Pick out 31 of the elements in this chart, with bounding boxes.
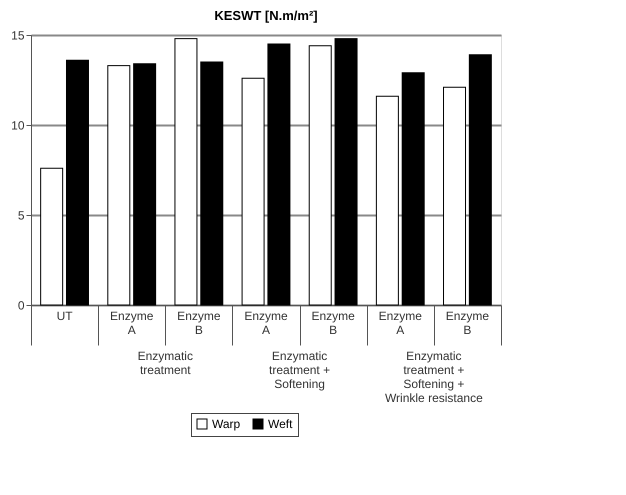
x-tick-label: Enzyme A bbox=[244, 309, 288, 337]
bar bbox=[267, 44, 290, 306]
chart-title: KESWT [N.m/m²] bbox=[214, 8, 318, 23]
bar bbox=[402, 72, 425, 306]
y-tick-label: 5 bbox=[18, 208, 25, 222]
x-tick-label: Enzyme A bbox=[110, 309, 154, 337]
legend-label: Weft bbox=[268, 417, 294, 431]
x-tick-label: Enzyme B bbox=[177, 309, 221, 337]
bar bbox=[133, 63, 156, 306]
y-tick-label: 10 bbox=[11, 118, 25, 132]
bar bbox=[200, 62, 224, 306]
y-tick-label: 15 bbox=[11, 28, 25, 42]
bar bbox=[40, 168, 64, 306]
bar bbox=[174, 38, 198, 306]
bar bbox=[66, 60, 89, 306]
x-tick-label: UT bbox=[56, 309, 74, 323]
bar bbox=[443, 86, 466, 306]
x-tick-label: Enzyme B bbox=[311, 309, 356, 337]
bar bbox=[334, 38, 358, 306]
x-tick-label: Enzyme A bbox=[378, 309, 422, 337]
bar bbox=[376, 96, 399, 306]
y-tick-label: 0 bbox=[18, 298, 25, 312]
bar bbox=[242, 78, 265, 306]
text: Enzymatic treatment + Softening + Wrinkle resistance bbox=[384, 349, 484, 405]
bar bbox=[468, 54, 492, 306]
text: Enzymatic treatment + Softening bbox=[269, 349, 330, 391]
bar bbox=[308, 45, 332, 306]
text: Enzymatic treatment bbox=[138, 349, 193, 377]
legend-label: Warp bbox=[212, 417, 241, 431]
x-tick-label: Enzyme B bbox=[446, 309, 490, 337]
bar bbox=[107, 65, 130, 306]
